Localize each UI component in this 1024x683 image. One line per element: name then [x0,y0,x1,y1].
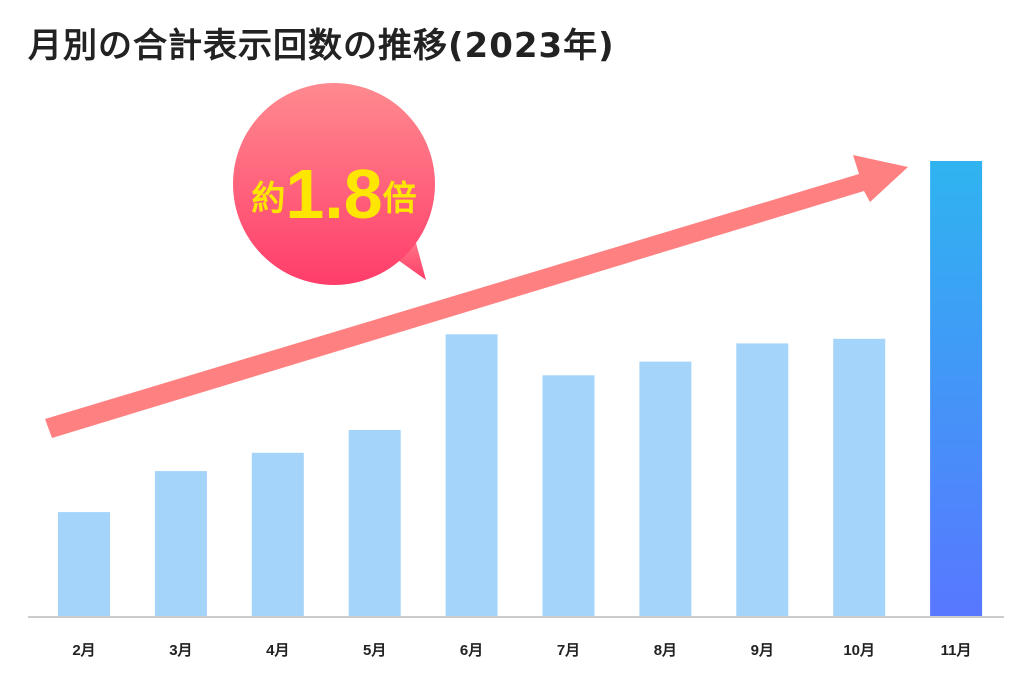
bar-9月 [736,343,789,617]
x-tick-label: 8月 [654,642,677,659]
bar-5月 [348,430,401,617]
x-axis-labels: 2月 3月 4月 5月 6月 7月 8月 9月 10月 11月 [72,642,971,659]
x-tick-label: 9月 [751,642,774,659]
x-tick-label: 4月 [266,642,289,659]
x-tick-label: 10月 [843,642,875,659]
growth-badge: 約1.8倍 [233,83,435,285]
x-tick-label: 3月 [169,642,192,659]
trend-arrow [45,155,908,438]
trend-arrow-shape [45,155,908,438]
bar-11月 [930,161,983,617]
badge-suffix: 倍 [383,180,417,218]
chart-title: 月別の合計表示回数の推移(2023年) [28,26,615,66]
badge-prefix: 約 [251,180,285,218]
bar-7月 [542,375,595,617]
bar-2月 [58,512,110,617]
bar-6月 [445,334,498,617]
x-tick-label: 7月 [557,642,580,659]
x-tick-label: 6月 [460,642,483,659]
bar-4月 [251,452,304,617]
bar-series [58,161,983,617]
badge-circle [233,83,435,285]
bar-8月 [639,361,692,617]
badge-text: 約1.8倍 [251,155,416,233]
x-tick-label: 5月 [363,642,386,659]
x-tick-label: 2月 [72,642,95,659]
x-tick-label: 11月 [941,642,972,659]
badge-value: 1.8 [285,155,382,233]
bar-3月 [154,471,207,617]
bar-10月 [833,338,886,617]
